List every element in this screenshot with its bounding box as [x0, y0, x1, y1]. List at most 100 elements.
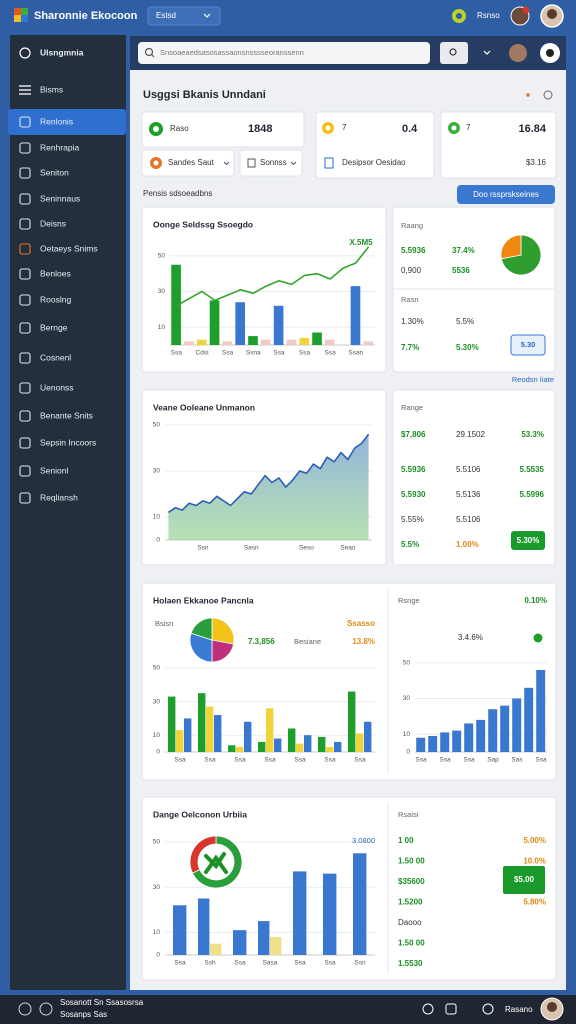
kpi-value: 16.84 — [518, 123, 546, 135]
filter[interactable] — [239, 149, 303, 177]
nav-item[interactable]: Seniton — [40, 167, 69, 177]
search-input[interactable] — [138, 42, 430, 64]
nav-item[interactable]: Reqliansh — [40, 492, 78, 502]
nav-item[interactable]: Oetaeys Snims — [40, 243, 98, 253]
x-tick-label: Ssan — [348, 350, 363, 357]
x-tick-label: Ssa — [234, 757, 246, 764]
x-tick-label: Ssa — [204, 757, 216, 764]
x-tick-label: Ssh — [204, 960, 216, 967]
avatar[interactable] — [509, 44, 527, 62]
filter-icon-inner — [153, 160, 159, 166]
side-value: 1.00% — [456, 540, 479, 549]
nav-item[interactable]: Benloes — [40, 268, 71, 278]
x-tick-label: Ssa — [354, 757, 366, 764]
x-tick-label: Ssa — [299, 350, 311, 357]
bar — [196, 339, 207, 345]
nav-icon — [19, 410, 31, 422]
bar — [260, 339, 271, 345]
filter-label: Sonnss — [260, 158, 287, 167]
donut-symbol — [204, 852, 228, 874]
pie-slice — [500, 234, 522, 260]
section-button[interactable] — [457, 185, 555, 204]
y-tick-label: 0 — [156, 749, 160, 756]
link[interactable]: Reodsn Iiate — [512, 375, 554, 384]
nav-item[interactable]: Rooslng — [40, 294, 71, 304]
bar — [334, 741, 342, 752]
nav-item[interactable]: Seninnaus — [40, 193, 80, 203]
kpi-label: Raso — [170, 124, 189, 133]
side-value: 5.5535 — [520, 465, 545, 474]
chart-title: Holaen Ekkanoe Pancnla — [153, 595, 254, 605]
nav-item[interactable]: Renlonis — [40, 116, 73, 126]
nav-item[interactable]: Uenonss — [40, 382, 74, 392]
app-name: Sharonnie Ekocoon — [34, 10, 138, 22]
side-value: 5.5996 — [520, 490, 545, 499]
side-icon — [533, 633, 543, 643]
bar — [323, 873, 337, 955]
side-card — [392, 389, 556, 566]
nav-item[interactable]: Bernge — [40, 322, 68, 332]
chart-title: Dange Oelconon Urbiia — [153, 809, 247, 819]
footer-icon — [482, 1003, 494, 1015]
menu-button[interactable] — [474, 42, 500, 64]
side-value: 7.7% — [401, 343, 419, 352]
nav-item[interactable]: Senionl — [40, 465, 68, 475]
y-tick-label: 10 — [153, 732, 161, 739]
footer-bar — [0, 995, 576, 1024]
side-value: 1.30% — [401, 317, 424, 326]
side-value: 5.55% — [401, 515, 424, 524]
nav-item[interactable]: Renhrapia — [40, 142, 79, 152]
x-tick-label: Ssa — [174, 757, 186, 764]
nav-icon — [19, 193, 31, 205]
search-placeholder: Snsoaeaedsasosassaonsnsssseoranssenn — [160, 48, 304, 57]
side-value: 5.5% — [456, 317, 474, 326]
kpi-icon-inner — [153, 126, 159, 132]
user-name: Rsnso — [477, 11, 500, 20]
filter[interactable] — [141, 149, 235, 177]
kpi-card — [440, 111, 557, 179]
bar — [500, 705, 510, 752]
summary-icon — [324, 157, 334, 169]
bar — [171, 264, 181, 345]
pie-slice — [211, 617, 235, 645]
side-value: 10.0% — [523, 857, 546, 866]
nav-icon — [19, 437, 31, 449]
line-annotation: X.5M5 — [349, 238, 373, 247]
side-button[interactable] — [511, 531, 545, 550]
side-button[interactable] — [510, 334, 546, 356]
bar — [350, 286, 361, 345]
side-value: 5.80% — [523, 898, 546, 907]
nav-item[interactable]: Bisms — [40, 84, 63, 94]
selector[interactable] — [147, 6, 221, 26]
top-bar — [0, 0, 576, 34]
avatar-face — [547, 9, 557, 19]
nav-item[interactable]: Deisns — [40, 218, 66, 228]
pie-slice — [190, 617, 213, 641]
search-button[interactable] — [440, 42, 468, 64]
bar — [464, 723, 474, 752]
y-tick-label: 50 — [153, 665, 161, 672]
nav-icon — [19, 243, 31, 255]
x-tick-label: Ssa — [463, 757, 475, 764]
kpi-card — [315, 111, 435, 179]
bar — [184, 341, 194, 345]
side-value: 0.10% — [524, 596, 547, 605]
bar — [452, 730, 462, 752]
corner-value: 3.0800 — [352, 836, 375, 845]
donut-slice — [189, 835, 217, 874]
side-value: 5.5936 — [401, 246, 426, 255]
footer-icon — [39, 1002, 53, 1016]
logo-icon — [21, 15, 28, 22]
nav-icon — [19, 352, 31, 364]
section-label: Pensis sdsoeadbns — [143, 189, 212, 198]
bar — [244, 721, 252, 752]
side-title: Rsnge — [398, 596, 420, 605]
nav-item[interactable]: Sepsin Incoors — [40, 437, 96, 447]
filter-icon — [247, 158, 256, 168]
nav-item[interactable]: Cosnenl — [40, 352, 71, 362]
x-tick-label: Ssa — [174, 960, 186, 967]
nav-item[interactable]: Benante Snits — [40, 410, 93, 420]
side-value: $35600 — [398, 877, 425, 886]
bar — [296, 743, 304, 752]
